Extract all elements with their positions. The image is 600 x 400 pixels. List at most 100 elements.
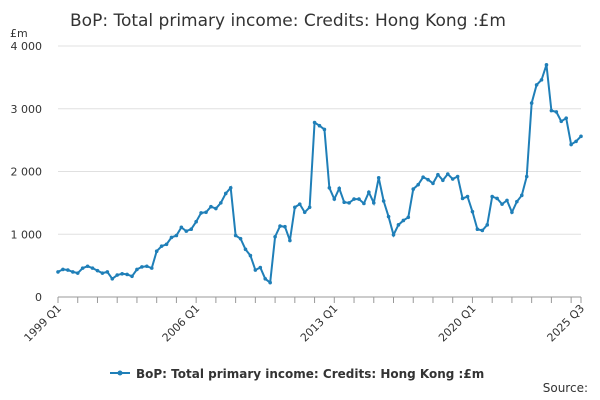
point bbox=[209, 204, 213, 209]
point bbox=[179, 225, 184, 230]
point bbox=[460, 196, 465, 201]
point bbox=[228, 186, 233, 190]
point bbox=[396, 223, 401, 227]
x-tick-label: 2025 Q3 bbox=[545, 302, 588, 345]
point bbox=[145, 264, 149, 269]
point bbox=[554, 110, 559, 114]
point bbox=[263, 277, 268, 281]
point bbox=[238, 236, 243, 241]
point bbox=[495, 196, 499, 201]
point bbox=[110, 277, 115, 281]
point bbox=[56, 270, 60, 274]
point bbox=[302, 210, 307, 215]
point bbox=[283, 224, 287, 229]
point bbox=[411, 187, 416, 191]
point bbox=[431, 181, 435, 186]
point bbox=[100, 271, 105, 275]
point bbox=[539, 78, 544, 82]
point bbox=[219, 201, 223, 205]
point bbox=[253, 268, 258, 272]
point bbox=[485, 223, 490, 227]
point bbox=[120, 271, 124, 276]
point bbox=[367, 190, 371, 195]
point bbox=[401, 218, 406, 223]
point bbox=[297, 202, 302, 206]
legend-label: BoP: Total primary income: Credits: Hong… bbox=[136, 367, 484, 381]
point bbox=[66, 268, 70, 272]
point bbox=[455, 174, 460, 179]
point bbox=[199, 211, 203, 215]
point bbox=[342, 200, 346, 205]
point bbox=[386, 214, 391, 219]
point bbox=[569, 142, 573, 147]
point bbox=[135, 267, 139, 272]
y-tick-label: 3 000 bbox=[11, 103, 43, 116]
point bbox=[529, 101, 534, 105]
series-line bbox=[57, 64, 582, 285]
point bbox=[61, 267, 65, 272]
point bbox=[480, 228, 485, 233]
point bbox=[233, 233, 238, 238]
point bbox=[362, 201, 366, 206]
point bbox=[347, 201, 351, 205]
point bbox=[149, 266, 154, 270]
point bbox=[381, 199, 386, 203]
point bbox=[371, 201, 376, 205]
x-tick-label: 2006 Q1 bbox=[160, 302, 203, 345]
x-tick-label: 2013 Q1 bbox=[298, 302, 341, 345]
point bbox=[436, 172, 440, 177]
point bbox=[534, 83, 539, 87]
point bbox=[90, 266, 95, 270]
point bbox=[327, 186, 332, 190]
point bbox=[510, 210, 514, 215]
point bbox=[95, 268, 100, 273]
point bbox=[579, 134, 583, 139]
point bbox=[564, 116, 568, 120]
point bbox=[441, 178, 445, 183]
point bbox=[268, 280, 272, 285]
point bbox=[189, 227, 194, 232]
point bbox=[505, 198, 509, 203]
point bbox=[75, 271, 80, 275]
y-tick-label: 4 000 bbox=[11, 40, 43, 53]
point bbox=[164, 242, 169, 247]
point bbox=[352, 197, 356, 201]
point bbox=[559, 119, 564, 124]
point bbox=[426, 177, 430, 182]
point bbox=[273, 234, 277, 239]
point bbox=[169, 235, 174, 240]
y-tick-label: 0 bbox=[35, 291, 42, 304]
point bbox=[105, 270, 110, 274]
point bbox=[524, 174, 529, 179]
point bbox=[184, 229, 189, 233]
point bbox=[421, 175, 425, 179]
point bbox=[159, 244, 164, 248]
point bbox=[450, 177, 455, 181]
point bbox=[71, 270, 75, 274]
point bbox=[125, 272, 129, 277]
point bbox=[243, 247, 248, 252]
point bbox=[445, 172, 450, 176]
point bbox=[465, 194, 470, 199]
point bbox=[80, 266, 85, 270]
y-tick-label: 2 000 bbox=[11, 166, 43, 179]
y-unit: £m bbox=[10, 27, 28, 40]
point bbox=[470, 209, 475, 214]
point bbox=[475, 227, 480, 232]
point bbox=[391, 233, 396, 237]
point bbox=[357, 197, 361, 201]
point bbox=[204, 210, 208, 215]
point bbox=[140, 265, 144, 269]
point bbox=[337, 186, 342, 191]
point bbox=[406, 215, 411, 220]
point bbox=[248, 253, 253, 258]
point bbox=[154, 249, 159, 253]
point bbox=[515, 199, 519, 204]
point bbox=[322, 127, 327, 132]
x-tick-label: 2020 Q1 bbox=[436, 302, 479, 345]
point bbox=[194, 219, 198, 224]
point bbox=[288, 238, 292, 243]
chart-title: BoP: Total primary income: Credits: Hong… bbox=[70, 11, 506, 31]
point bbox=[544, 63, 549, 67]
